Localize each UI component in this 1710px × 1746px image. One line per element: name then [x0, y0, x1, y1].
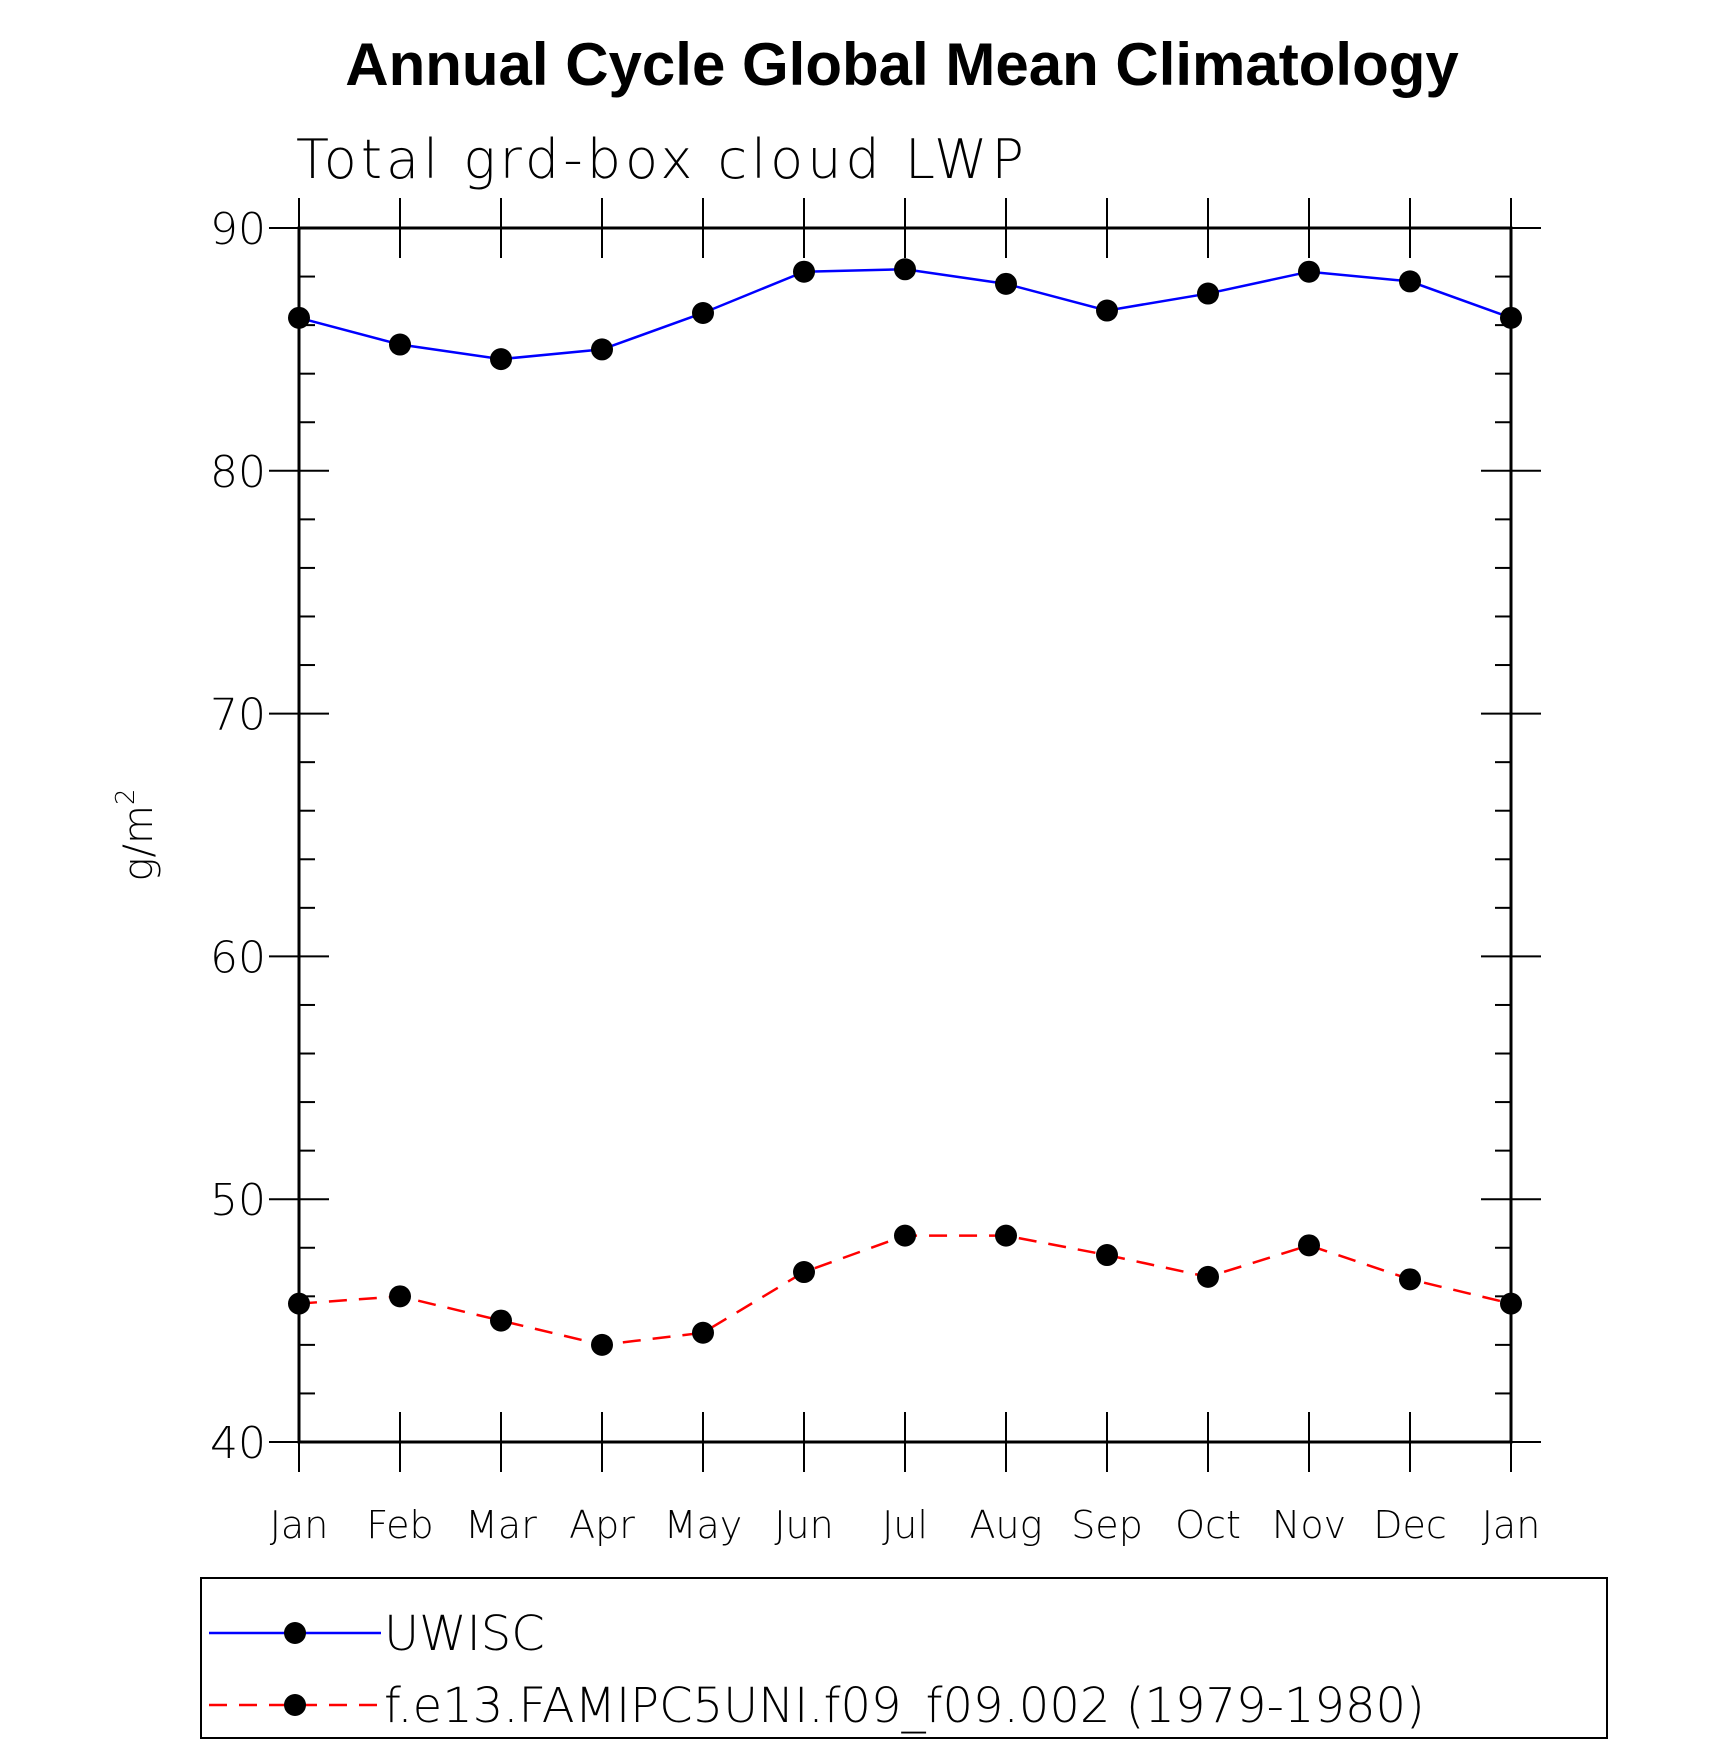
data-point	[1298, 260, 1320, 283]
x-tick-label: Jan	[1482, 1503, 1541, 1547]
data-point	[995, 272, 1017, 295]
data-point	[389, 1285, 411, 1308]
axis-ticks	[269, 198, 1541, 1472]
x-tick-label: Jul	[882, 1503, 928, 1547]
x-tick-labels: Jan Feb Mar Apr May Jun Jul Aug Sep Oct Nov Dec Jan	[270, 1503, 1541, 1547]
y-axis-label-base: g/m	[116, 805, 162, 881]
x-tick-label: Nov	[1272, 1503, 1346, 1547]
plot-frame	[297, 226, 1513, 1444]
series-group	[288, 258, 1522, 1356]
data-point	[995, 1224, 1017, 1247]
y-axis-label-superscript: 2	[111, 789, 141, 806]
data-point	[692, 301, 714, 324]
y-tick-label: 50	[210, 1175, 266, 1226]
x-tick-label: Jan	[270, 1503, 329, 1547]
x-tick-label: Aug	[970, 1503, 1043, 1547]
y-tick-label: 90	[210, 204, 266, 255]
y-tick-labels: 40 50 60 70 80 90	[210, 204, 266, 1469]
x-tick-label: Oct	[1175, 1503, 1241, 1547]
data-point	[1399, 270, 1421, 293]
data-point	[1197, 1265, 1219, 1288]
x-tick-label: Sep	[1071, 1503, 1143, 1547]
chart-subtitle: Total grd-box cloud LWP	[296, 128, 1028, 191]
y-tick-label: 40	[210, 1418, 266, 1469]
legend-label: UWISC	[384, 1606, 545, 1662]
legend-marker	[284, 1694, 306, 1716]
data-point	[894, 1224, 916, 1247]
series-line	[298, 268, 1512, 361]
x-tick-label: May	[664, 1503, 743, 1547]
data-point	[894, 258, 916, 281]
data-point	[793, 1261, 815, 1284]
data-point	[591, 1333, 613, 1356]
data-point	[793, 260, 815, 283]
data-point	[1096, 1244, 1118, 1267]
data-point	[490, 348, 512, 371]
data-point	[490, 1309, 512, 1332]
x-tick-label: Mar	[465, 1503, 537, 1547]
y-tick-label: 80	[210, 447, 266, 498]
data-point	[591, 338, 613, 361]
x-tick-label: Dec	[1373, 1503, 1447, 1547]
legend-label: f.e13.FAMIPC5UNI.f09_f09.002 (1979-1980)	[384, 1678, 1425, 1734]
x-tick-label: Feb	[366, 1503, 433, 1547]
data-point	[1096, 299, 1118, 322]
data-point	[692, 1321, 714, 1344]
data-point	[1298, 1234, 1320, 1257]
data-point	[389, 333, 411, 356]
legend: UWISC f.e13.FAMIPC5UNI.f09_f09.002 (1979-…	[200, 1577, 1608, 1739]
y-axis-label: g/m2	[111, 789, 162, 882]
chart-title: Annual Cycle Global Mean Climatology	[345, 31, 1459, 98]
y-tick-label: 70	[210, 690, 266, 741]
data-point	[1197, 282, 1219, 305]
data-point	[1399, 1268, 1421, 1291]
legend-marker	[284, 1622, 306, 1644]
series-line	[298, 1234, 1512, 1347]
x-tick-label: Apr	[569, 1503, 635, 1547]
x-tick-label: Jun	[774, 1503, 833, 1547]
y-tick-label: 60	[210, 932, 266, 983]
legend-box	[200, 1577, 1608, 1739]
